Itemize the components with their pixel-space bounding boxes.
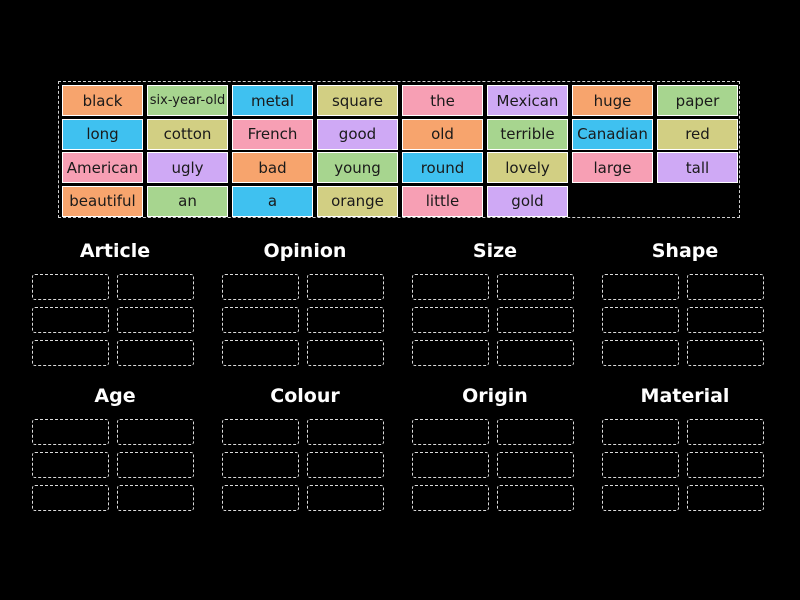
word-tile[interactable]: paper: [657, 85, 738, 116]
drop-slot[interactable]: [602, 340, 679, 366]
word-tile[interactable]: little: [402, 185, 483, 217]
category-title: Age: [94, 385, 136, 407]
drop-slot[interactable]: [602, 274, 679, 300]
drop-slot[interactable]: [222, 340, 299, 366]
word-tile[interactable]: black: [62, 85, 143, 116]
word-tile[interactable]: large: [572, 152, 653, 183]
word-tile[interactable]: beautiful: [62, 185, 143, 217]
word-tile[interactable]: round: [402, 152, 483, 183]
drop-slot[interactable]: [222, 274, 299, 300]
word-tile[interactable]: young: [317, 152, 398, 183]
drop-slot[interactable]: [307, 340, 384, 366]
category-title: Material: [640, 385, 730, 407]
drop-slot[interactable]: [307, 452, 384, 478]
drop-slot[interactable]: [222, 452, 299, 478]
drop-slot[interactable]: [32, 485, 109, 511]
word-tile[interactable]: huge: [572, 85, 653, 116]
drop-slot[interactable]: [307, 419, 384, 445]
word-tile-bank: black six-year-old metal square the Mexican hu…: [58, 81, 740, 218]
word-tile[interactable]: ugly: [147, 152, 228, 183]
drop-slot[interactable]: [412, 307, 489, 333]
category-title: Opinion: [263, 240, 347, 262]
drop-slot[interactable]: [117, 340, 194, 366]
drop-slot[interactable]: [412, 419, 489, 445]
word-tile[interactable]: metal: [232, 85, 313, 116]
word-tile[interactable]: a: [232, 185, 313, 217]
word-tile[interactable]: long: [62, 118, 143, 150]
category-title: Origin: [462, 385, 528, 407]
drop-slot[interactable]: [32, 274, 109, 300]
drop-slot[interactable]: [497, 452, 574, 478]
category-title: Shape: [651, 240, 719, 262]
drop-slot[interactable]: [222, 419, 299, 445]
word-tile[interactable]: gold: [487, 185, 568, 217]
drop-slot[interactable]: [687, 340, 764, 366]
category-title: Article: [79, 240, 151, 262]
drop-slot[interactable]: [687, 452, 764, 478]
drop-slot[interactable]: [222, 307, 299, 333]
word-tile[interactable]: American: [62, 152, 143, 183]
drop-slot[interactable]: [117, 419, 194, 445]
drop-slot[interactable]: [32, 307, 109, 333]
word-tile[interactable]: orange: [317, 185, 398, 217]
drop-slot[interactable]: [412, 452, 489, 478]
drop-slot[interactable]: [602, 485, 679, 511]
drop-slot[interactable]: [602, 419, 679, 445]
word-tile[interactable]: red: [657, 118, 738, 150]
drop-slot[interactable]: [32, 419, 109, 445]
word-tile[interactable]: tall: [657, 152, 738, 183]
drop-slot[interactable]: [497, 274, 574, 300]
drop-slot[interactable]: [687, 485, 764, 511]
drop-slot[interactable]: [412, 274, 489, 300]
word-tile[interactable]: terrible: [487, 118, 568, 150]
drop-slot[interactable]: [497, 419, 574, 445]
word-tile[interactable]: good: [317, 118, 398, 150]
drop-slot[interactable]: [117, 307, 194, 333]
word-tile[interactable]: the: [402, 85, 483, 116]
drop-slot[interactable]: [687, 307, 764, 333]
drop-slot[interactable]: [307, 274, 384, 300]
drop-slot[interactable]: [687, 274, 764, 300]
drop-slot[interactable]: [687, 419, 764, 445]
word-tile[interactable]: Mexican: [487, 85, 568, 116]
drop-slot[interactable]: [307, 307, 384, 333]
drop-slot[interactable]: [412, 340, 489, 366]
word-tile[interactable]: Canadian: [572, 118, 653, 150]
drop-slot[interactable]: [32, 340, 109, 366]
drop-slot[interactable]: [117, 485, 194, 511]
word-tile[interactable]: six-year-old: [147, 85, 228, 116]
category-title: Size: [472, 240, 518, 262]
drop-slot[interactable]: [497, 340, 574, 366]
word-tile[interactable]: square: [317, 85, 398, 116]
drop-slot[interactable]: [222, 485, 299, 511]
drop-slot[interactable]: [307, 485, 384, 511]
word-tile[interactable]: cotton: [147, 118, 228, 150]
drop-slot[interactable]: [497, 307, 574, 333]
drop-slot[interactable]: [117, 274, 194, 300]
drop-slot[interactable]: [602, 307, 679, 333]
word-tile[interactable]: old: [402, 118, 483, 150]
drop-slot[interactable]: [412, 485, 489, 511]
drop-slot[interactable]: [497, 485, 574, 511]
word-tile[interactable]: French: [232, 118, 313, 150]
drop-slot[interactable]: [602, 452, 679, 478]
word-tile[interactable]: lovely: [487, 152, 568, 183]
word-tile[interactable]: an: [147, 185, 228, 217]
drop-slot[interactable]: [32, 452, 109, 478]
category-title: Colour: [270, 385, 340, 407]
word-tile[interactable]: bad: [232, 152, 313, 183]
drop-slot[interactable]: [117, 452, 194, 478]
